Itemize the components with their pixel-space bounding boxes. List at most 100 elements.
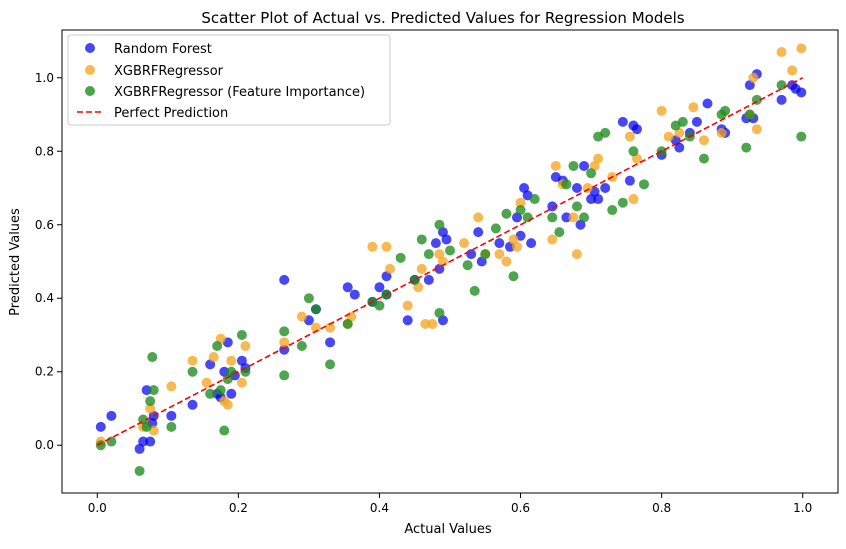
xgbrfregressor-point: [550, 160, 561, 171]
xgbrfregressor-point: [582, 183, 593, 194]
random-forest-point: [526, 238, 537, 249]
xgbrfregressor-point: [427, 318, 438, 329]
xgbrfregressor-point: [796, 43, 807, 54]
xgbrfregressor-feature-importance-point: [561, 179, 572, 190]
xgbrfregressor-feature-importance-point: [236, 329, 247, 340]
random-forest-point: [342, 282, 353, 293]
random-forest-point: [138, 436, 149, 447]
xgbrfregressor-feature-importance-point: [226, 366, 237, 377]
random-forest-point: [166, 410, 177, 421]
xgbrfregressor-point: [367, 241, 378, 252]
xgbrfregressor-point: [145, 403, 156, 414]
xgbrfregressor-feature-importance-point: [776, 80, 787, 91]
xgbrfregressor-feature-importance-point: [212, 341, 223, 352]
xgbrfregressor-feature-importance-point: [617, 197, 628, 208]
xgbrfregressor-point: [208, 352, 219, 363]
xgbrfregressor-feature-importance-point: [134, 465, 145, 476]
xgbrfregressor-feature-importance-point: [409, 274, 420, 285]
xgbrfregressor-feature-importance-point: [166, 421, 177, 432]
xgbrfregressor-feature-importance-point: [106, 436, 117, 447]
xgbrfregressor-point: [402, 300, 413, 311]
xgbrfregressor-point: [628, 194, 639, 205]
chart-title: Scatter Plot of Actual vs. Predicted Val…: [201, 9, 684, 27]
xgbrfregressor-point: [420, 318, 431, 329]
xgbrfregressor-feature-importance-point: [148, 385, 159, 396]
xgbrfregressor-point: [624, 131, 635, 142]
x-tick-label: 0.0: [88, 501, 107, 515]
xgbrfregressor-feature-importance-point: [529, 194, 540, 205]
random-forest-point: [226, 388, 237, 399]
xgbrfregressor-point: [515, 197, 526, 208]
xgbrfregressor-point: [310, 322, 321, 333]
plot-frame: [61, 29, 839, 494]
xgbrfregressor-feature-importance-point: [720, 105, 731, 116]
xgbrfregressor-feature-importance-point: [515, 205, 526, 216]
random-forest-point: [593, 194, 604, 205]
random-forest-point: [561, 212, 572, 223]
xgbrfregressor-feature-importance-point: [279, 370, 290, 381]
xgbrfregressor-point: [226, 355, 237, 366]
xgbrfregressor-feature-importance-point: [147, 352, 158, 363]
random-forest-point: [106, 410, 117, 421]
random-forest-point: [674, 142, 685, 153]
xgbrfregressor-feature-importance-point: [547, 212, 558, 223]
xgbrfregressor-feature-importance-point: [145, 396, 156, 407]
y-tick-label: 0.2: [35, 365, 54, 379]
xgbrfregressor-point: [698, 135, 709, 146]
xgbrfregressor-point: [279, 337, 290, 348]
random-forest-point: [473, 227, 484, 238]
xgbrfregressor-point: [459, 238, 470, 249]
xgbrfregressor-feature-importance-point: [416, 234, 427, 245]
xgbrfregressor-feature-importance-point: [600, 127, 611, 138]
random-forest-point: [187, 399, 198, 410]
xgbrfregressor-feature-importance-point: [744, 109, 755, 120]
xgbrfregressor-feature-importance-point: [469, 285, 480, 296]
xgbrfregressor-feature-importance-point: [554, 227, 565, 238]
xgbrfregressor-point: [776, 47, 787, 58]
xgbrfregressor-feature-importance-point: [579, 212, 590, 223]
xgbrfregressor-point: [748, 72, 759, 83]
xgbrfregressor-feature-importance-point: [490, 223, 501, 234]
xgbrfregressor-point: [716, 127, 727, 138]
x-tick-label: 0.2: [229, 501, 248, 515]
y-tick-label: 0.6: [35, 218, 54, 232]
random-forest-point: [141, 385, 152, 396]
random-forest-point: [145, 436, 156, 447]
random-forest-point: [441, 234, 452, 245]
xgbrfregressor-feature-importance-point: [656, 146, 667, 157]
xgbrfregressor-point: [473, 212, 484, 223]
random-forest-point: [279, 274, 290, 285]
random-forest-point: [374, 282, 385, 293]
xgbrfregressor-feature-importance-point: [296, 341, 307, 352]
x-tick-label: 1.0: [793, 501, 812, 515]
xgbrfregressor-point: [787, 65, 798, 76]
x-tick-label: 0.8: [652, 501, 671, 515]
xgbrfregressor-feature-importance-point: [423, 249, 434, 260]
xgbrfregressor-point: [688, 102, 699, 113]
legend: Random Forest XGBRFRegressor XGBRFRegres…: [67, 34, 391, 126]
xgbrfregressor-point: [593, 153, 604, 164]
legend-label-xgbrf: XGBRFRegressor: [114, 64, 224, 79]
xgbrfregressor-point: [494, 249, 505, 260]
random-forest-point: [691, 116, 702, 127]
xgbrfregressor-feature-importance-point: [374, 300, 385, 311]
random-forest-point: [547, 201, 558, 212]
xgbrfregressor-feature-importance-point: [508, 271, 519, 282]
y-tick-label: 0.8: [35, 144, 54, 158]
y-tick-label: 0.0: [35, 438, 54, 452]
random-forest-point: [349, 289, 360, 300]
xgbrfregressor-feature-importance-point: [141, 421, 152, 432]
random-forest-point: [624, 175, 635, 186]
random-forest-point: [796, 87, 807, 98]
xgbrfregressor-feature-importance-point: [215, 385, 226, 396]
legend-box: [67, 34, 391, 126]
xgbrfregressor-feature-importance-point: [434, 219, 445, 230]
random-forest-point: [423, 274, 434, 285]
xgbrfregressor-point: [381, 241, 392, 252]
xgbrfregressor-feature-importance-point: [522, 212, 533, 223]
xgbrfregressor-point: [568, 212, 579, 223]
random-forest-point: [95, 421, 106, 432]
legend-label-perfect-prediction: Perfect Prediction: [114, 106, 228, 121]
xgbrfregressor-feature-importance-point: [586, 168, 597, 179]
